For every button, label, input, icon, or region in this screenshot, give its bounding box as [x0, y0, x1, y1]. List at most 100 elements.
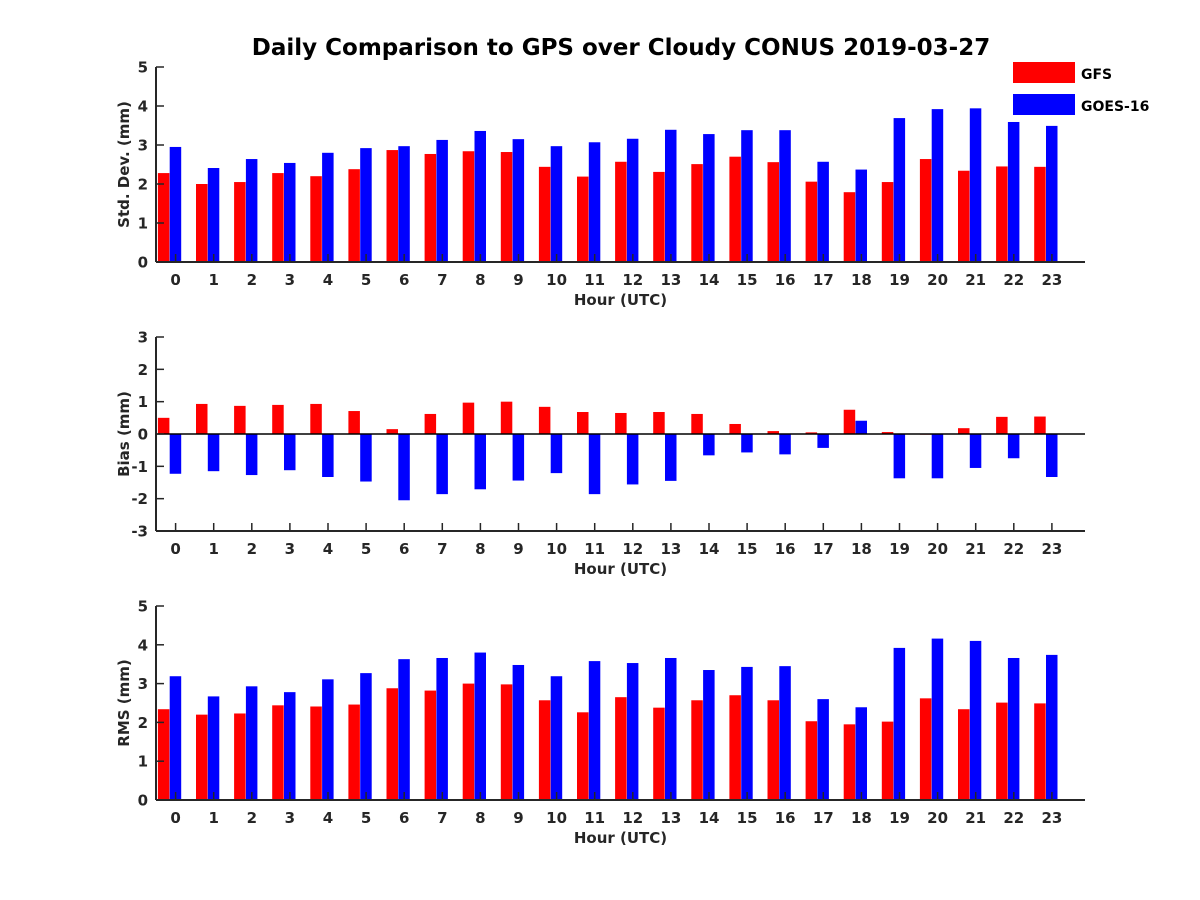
bias-y-tick-label: 1 — [138, 393, 148, 411]
rms-bar-goes16 — [817, 699, 829, 800]
rms-x-tick-label: 17 — [813, 809, 834, 827]
std-dev-bar-goes16 — [779, 130, 791, 262]
std-dev-bar-goes16 — [703, 134, 715, 262]
bias-bar-goes16 — [1046, 434, 1058, 477]
rms-y-tick-label: 5 — [138, 598, 148, 616]
bias-x-tick-label: 1 — [208, 540, 218, 558]
bias-x-tick-label: 6 — [399, 540, 409, 558]
std-dev-bar-gfs — [386, 150, 398, 262]
std-dev-x-tick-label: 6 — [399, 271, 409, 289]
std-dev-bar-gfs — [424, 153, 437, 262]
rms-bar-goes16 — [855, 707, 867, 800]
std-dev-bar-goes16 — [360, 148, 372, 262]
std-dev-x-tick-label: 14 — [699, 271, 720, 289]
bias-bar-gfs — [653, 412, 665, 434]
std-dev-bar-goes16 — [169, 146, 182, 262]
rms-x-tick-label: 22 — [1003, 809, 1024, 827]
bias-bar-gfs — [424, 413, 437, 434]
std-dev-y-tick-label: 1 — [138, 215, 148, 233]
bias-bar-goes16 — [779, 434, 791, 455]
legend-swatch-gfs — [1013, 62, 1075, 83]
std-dev-bar-goes16 — [588, 142, 601, 262]
bias-x-tick-label: 11 — [584, 540, 605, 558]
bias-bar-goes16 — [626, 434, 639, 485]
std-dev-bar-goes16 — [512, 139, 525, 262]
bias-bar-gfs — [1034, 416, 1046, 434]
bias-y-tick-label: 0 — [138, 426, 148, 444]
bias-bar-goes16 — [550, 434, 563, 474]
bias-x-tick-label: 21 — [965, 540, 986, 558]
std-dev-x-tick-label: 22 — [1003, 271, 1024, 289]
std-dev-bar-gfs — [843, 192, 856, 262]
rms-y-tick-label: 4 — [138, 636, 148, 654]
std-dev-bar-goes16 — [855, 169, 867, 262]
rms-bar-goes16 — [1007, 657, 1020, 800]
rms-bar-gfs — [538, 700, 551, 800]
bias-y-tick-label: -3 — [131, 523, 148, 541]
std-dev-bar-gfs — [919, 159, 932, 262]
std-dev-y-tick-label: 2 — [138, 176, 148, 194]
rms-y-axis-label: RMS (mm) — [115, 659, 133, 746]
rms-x-tick-label: 0 — [170, 809, 180, 827]
std-dev-bar-goes16 — [893, 118, 906, 262]
bias-bar-gfs — [500, 401, 513, 434]
rms-bar-goes16 — [741, 666, 753, 800]
rms-bar-goes16 — [512, 664, 525, 800]
std-dev-x-tick-label: 20 — [927, 271, 948, 289]
bias-bar-gfs — [729, 423, 741, 434]
std-dev-bar-gfs — [272, 173, 284, 262]
rms-y-tick-label: 3 — [138, 675, 148, 693]
std-dev-bar-gfs — [577, 176, 589, 262]
std-dev-bar-gfs — [500, 152, 513, 262]
rms-bar-goes16 — [322, 679, 334, 800]
std-dev-bar-gfs — [462, 151, 475, 262]
bias-x-tick-label: 15 — [737, 540, 758, 558]
rms-x-axis-label: Hour (UTC) — [574, 829, 667, 847]
rms-x-tick-label: 14 — [699, 809, 720, 827]
rms-x-tick-label: 11 — [584, 809, 605, 827]
bias-bar-goes16 — [855, 420, 867, 434]
bias-bar-gfs — [996, 416, 1008, 434]
std-dev-bar-gfs — [157, 173, 170, 262]
bias-bar-gfs — [881, 432, 894, 434]
rms-bar-goes16 — [436, 657, 448, 800]
rms-bar-goes16 — [779, 666, 791, 800]
legend: GFS GOES-16 — [1013, 62, 1149, 115]
rms-bar-goes16 — [626, 663, 639, 800]
rms-y-tick-label: 1 — [138, 753, 148, 771]
std-dev-bar-gfs — [538, 166, 551, 262]
rms-x-tick-label: 23 — [1041, 809, 1062, 827]
bias-x-tick-label: 9 — [513, 540, 523, 558]
rms-x-tick-label: 18 — [851, 809, 872, 827]
bias-bar-goes16 — [398, 434, 410, 501]
bias-x-tick-label: 8 — [475, 540, 485, 558]
bias-bar-goes16 — [322, 434, 334, 477]
rms-x-tick-label: 6 — [399, 809, 409, 827]
std-dev-bar-gfs — [348, 169, 360, 262]
std-dev-x-tick-label: 23 — [1041, 271, 1062, 289]
bias-bar-goes16 — [703, 434, 715, 456]
rms-x-tick-label: 4 — [323, 809, 333, 827]
std-dev-x-tick-label: 18 — [851, 271, 872, 289]
chart-title: Daily Comparison to GPS over Cloudy CONU… — [252, 35, 990, 61]
std-dev-y-axis-label: Std. Dev. (mm) — [115, 101, 133, 228]
bias-y-tick-label: -1 — [131, 458, 148, 476]
bias-bar-goes16 — [665, 434, 677, 481]
rms-bar-gfs — [881, 721, 894, 800]
bias-bar-gfs — [843, 409, 856, 434]
legend-label-gfs: GFS — [1081, 67, 1112, 83]
std-dev-bar-goes16 — [741, 130, 753, 262]
std-dev-bar-gfs — [691, 164, 703, 262]
bias-x-tick-label: 17 — [813, 540, 834, 558]
bias-bar-gfs — [958, 428, 970, 434]
bias-x-tick-label: 16 — [775, 540, 796, 558]
rms-y-tick-label: 2 — [138, 714, 148, 732]
rms-bar-goes16 — [207, 696, 220, 800]
std-dev-bar-gfs — [996, 166, 1008, 262]
rms-bar-gfs — [272, 705, 284, 800]
std-dev-bar-gfs — [881, 182, 894, 262]
rms-bar-gfs — [577, 712, 589, 800]
rms-x-tick-label: 12 — [622, 809, 643, 827]
rms-bar-gfs — [234, 713, 246, 800]
std-dev-bar-goes16 — [626, 138, 639, 262]
